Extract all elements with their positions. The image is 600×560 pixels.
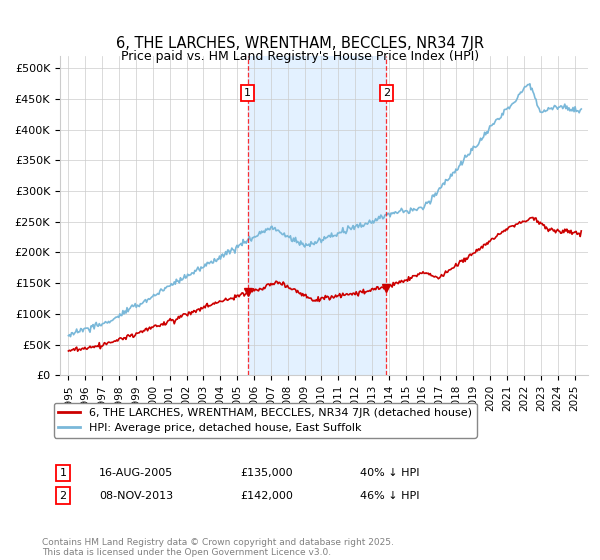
Text: 1: 1 (244, 88, 251, 98)
Text: £142,000: £142,000 (240, 491, 293, 501)
Text: 46% ↓ HPI: 46% ↓ HPI (360, 491, 419, 501)
Text: 2: 2 (59, 491, 67, 501)
Text: £135,000: £135,000 (240, 468, 293, 478)
Text: 08-NOV-2013: 08-NOV-2013 (99, 491, 173, 501)
Text: 1: 1 (59, 468, 67, 478)
Text: 6, THE LARCHES, WRENTHAM, BECCLES, NR34 7JR: 6, THE LARCHES, WRENTHAM, BECCLES, NR34 … (116, 36, 484, 52)
Text: Contains HM Land Registry data © Crown copyright and database right 2025.
This d: Contains HM Land Registry data © Crown c… (42, 538, 394, 557)
Text: 2: 2 (383, 88, 390, 98)
Legend: 6, THE LARCHES, WRENTHAM, BECCLES, NR34 7JR (detached house), HPI: Average price: 6, THE LARCHES, WRENTHAM, BECCLES, NR34 … (53, 403, 476, 437)
Text: Price paid vs. HM Land Registry's House Price Index (HPI): Price paid vs. HM Land Registry's House … (121, 50, 479, 63)
Text: 40% ↓ HPI: 40% ↓ HPI (360, 468, 419, 478)
Text: 16-AUG-2005: 16-AUG-2005 (99, 468, 173, 478)
